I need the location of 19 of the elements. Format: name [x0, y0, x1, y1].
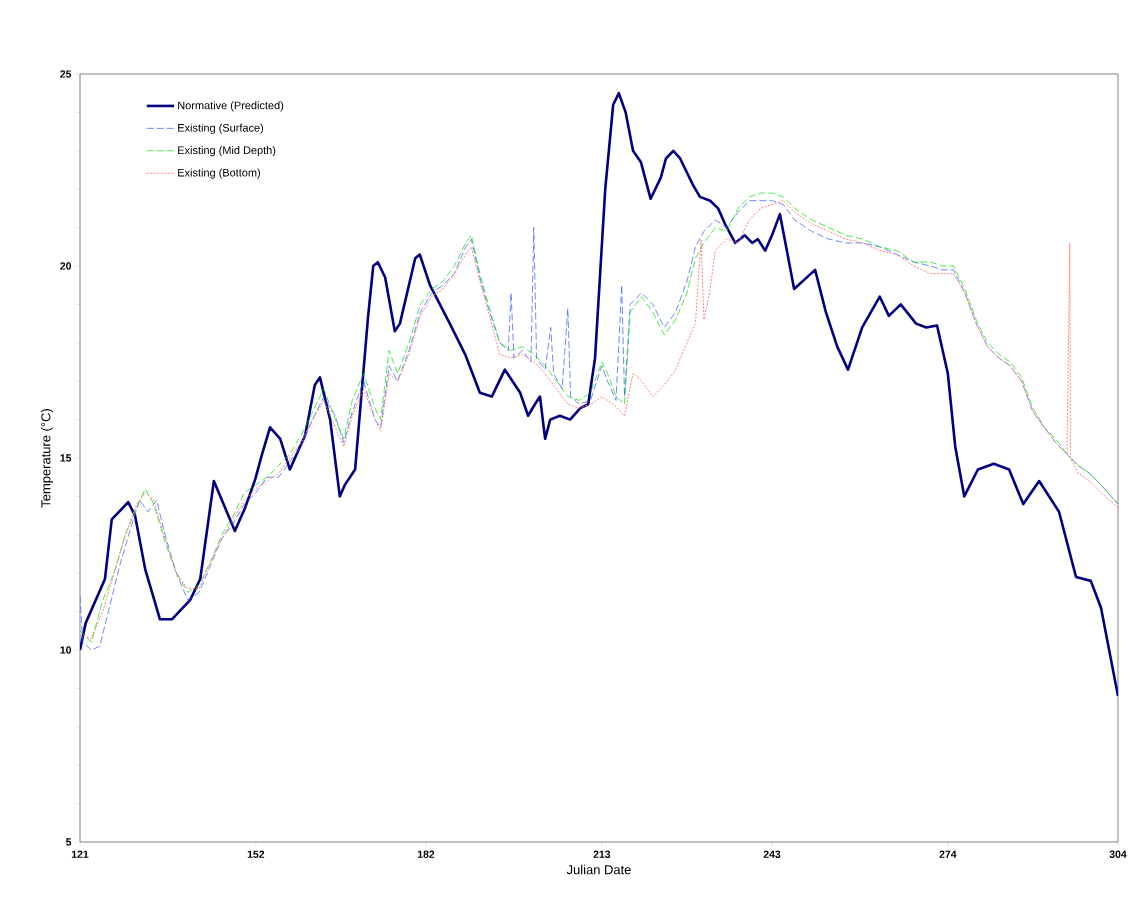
- x-tick-label: 121: [71, 850, 89, 858]
- x-tick-label: 243: [763, 850, 781, 858]
- line-series: [80, 91, 1118, 698]
- y-tick-label: 15: [60, 454, 72, 462]
- x-tick-label: 274: [939, 850, 957, 858]
- y-tick-label: 20: [60, 262, 72, 270]
- legend-label: Existing (Surface): [178, 123, 264, 134]
- x-tick-label: 304: [1109, 850, 1127, 858]
- y-tick-label: 5: [65, 838, 72, 846]
- legend-label: Existing (Bottom): [178, 168, 261, 179]
- x-tick-label: 182: [417, 850, 435, 858]
- x-tick-label: 152: [247, 850, 265, 858]
- x-tick-label: 213: [593, 850, 611, 858]
- x-axis-title: Julian Date: [566, 864, 631, 875]
- y-axis-title: Temperature (°C): [40, 409, 53, 508]
- y-tick-label: 10: [60, 646, 72, 654]
- legend-label: Normative (Predicted): [178, 101, 284, 112]
- y-tick-label: 25: [60, 70, 72, 78]
- legend-label: Existing (Mid Depth): [178, 146, 276, 157]
